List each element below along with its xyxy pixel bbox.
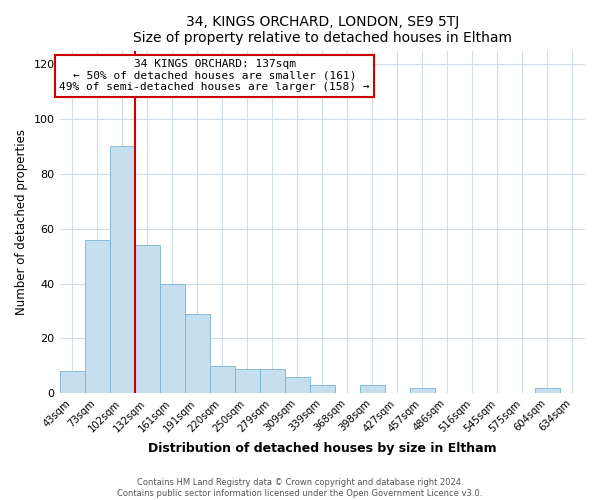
X-axis label: Distribution of detached houses by size in Eltham: Distribution of detached houses by size … xyxy=(148,442,497,455)
Bar xyxy=(160,284,185,393)
Bar xyxy=(410,388,435,393)
Title: 34, KINGS ORCHARD, LONDON, SE9 5TJ
Size of property relative to detached houses : 34, KINGS ORCHARD, LONDON, SE9 5TJ Size … xyxy=(133,15,512,45)
Text: 34 KINGS ORCHARD: 137sqm
← 50% of detached houses are smaller (161)
49% of semi-: 34 KINGS ORCHARD: 137sqm ← 50% of detach… xyxy=(59,59,370,92)
Bar xyxy=(535,388,560,393)
Bar xyxy=(134,245,160,393)
Bar xyxy=(260,368,285,393)
Bar xyxy=(235,368,260,393)
Bar xyxy=(110,146,134,393)
Bar xyxy=(310,385,335,393)
Bar xyxy=(209,366,235,393)
Bar xyxy=(59,372,85,393)
Bar xyxy=(285,376,310,393)
Bar xyxy=(360,385,385,393)
Bar xyxy=(85,240,110,393)
Bar xyxy=(185,314,209,393)
Text: Contains HM Land Registry data © Crown copyright and database right 2024.
Contai: Contains HM Land Registry data © Crown c… xyxy=(118,478,482,498)
Y-axis label: Number of detached properties: Number of detached properties xyxy=(15,129,28,315)
